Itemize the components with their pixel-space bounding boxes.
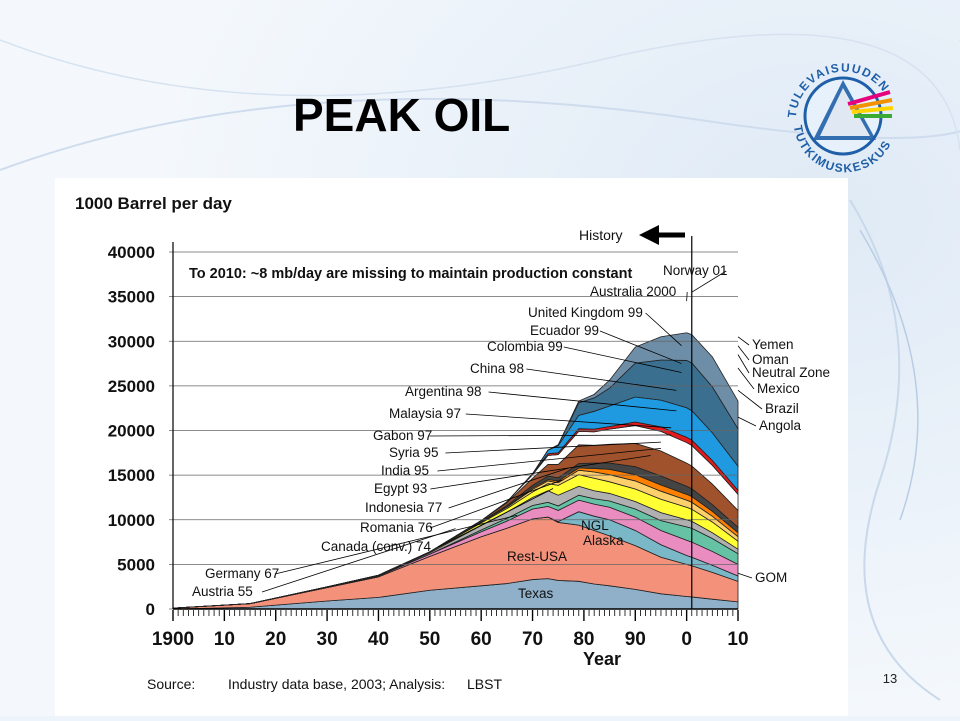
right-series-label: Oman [752,352,789,367]
callout-leader-line [430,455,651,490]
y-tick-label: 0 [146,600,155,619]
main-annotation: To 2010: ~8 mb/day are missing to mainta… [189,266,632,282]
right-leader-line [737,336,750,346]
callout-label: India 95 [381,463,429,478]
callout-leader-line [686,291,688,302]
x-tick-label: 1900 [152,629,194,650]
callout-leader-line [563,346,682,373]
callout-leader-line [261,528,456,593]
y-tick-label: 20000 [108,422,155,441]
callout-label: China 98 [470,361,524,376]
history-label: History [579,227,623,243]
y-tick-label: 30000 [108,332,155,351]
callout-leader-line [429,479,564,529]
callout-label: Australia 2000 [590,284,676,299]
right-leader-line [737,354,750,374]
institute-logo: TULEVAISUUDEN TUTKIMUSKESKUS [785,60,894,175]
area-series-15 [172,332,739,609]
callout-leader-line [465,413,672,429]
chart-axes: 0 5000 10000 15000 20000 25000 30000 35000 40000… [108,236,749,650]
source-org: LBST [467,676,502,692]
callout-leader-line [437,447,661,472]
history-arrow-icon [639,225,685,245]
source-label: Source: [147,676,195,692]
x-axis-title: Year [583,649,621,669]
right-series-label: Angola [759,418,802,433]
callout-label: United Kingdom 99 [528,305,643,320]
x-tick-label: 50 [419,629,440,650]
x-tick-label: 30 [317,629,338,650]
callout-label: Romania 76 [360,520,433,535]
callout-leader-line [488,391,677,412]
right-series-label: Yemen [752,337,794,352]
right-leader-line [737,367,755,390]
x-tick-label: 60 [471,629,492,650]
chart-labels: Germany 67 Austria 55 Canada (conv.) 74 Rom… [192,263,830,601]
inner-series-label: NGL [581,518,609,533]
right-series-label: Mexico [757,381,800,396]
callout-leader-line [429,434,672,437]
callout-leader-line [691,270,727,293]
right-leader-line [737,345,750,361]
peak-oil-chart: 0 5000 10000 15000 20000 25000 30000 35000 40000… [75,194,830,692]
right-series-label: GOM [755,570,787,585]
right-leader-line [737,572,753,579]
right-series-label: Brazil [765,401,799,416]
x-tick-label: 70 [522,629,543,650]
callout-leader-line [445,441,661,454]
callout-label: Egypt 93 [374,481,427,496]
callout-label: Germany 67 [205,566,279,581]
callout-label: Austria 55 [192,584,253,599]
right-leader-line [737,416,757,427]
callout-label: Colombia 99 [487,339,563,354]
callout-label: Gabon 97 [373,428,432,443]
page-number: 13 [882,671,898,686]
right-leader-line [737,390,763,410]
callout-leader-line [599,330,682,364]
y-tick-label: 10000 [108,511,155,530]
x-tick-label: 20 [265,629,286,650]
chart-panel: 0 5000 10000 15000 20000 25000 30000 35000 40000… [55,178,848,716]
callout-leader-line [526,368,677,391]
x-tick-label: 10 [214,629,235,650]
inner-series-label: Texas [518,586,554,601]
callout-label: Syria 95 [389,445,439,460]
callout-label: Argentina 98 [405,384,482,399]
x-tick-label: 0 [681,629,692,650]
callout-leader-line [448,467,569,509]
callout-label: Norway 01 [663,263,728,278]
callout-label: Canada (conv.) 74 [321,539,432,554]
y-tick-label: 25000 [108,377,155,396]
x-tick-label: 10 [727,629,748,650]
inner-series-label: Rest-USA [507,549,567,564]
x-tick-label: 40 [368,629,389,650]
callout-label: Malaysia 97 [389,406,461,421]
callout-leader-line [274,514,518,575]
callout-label: Ecuador 99 [530,323,599,338]
right-series-label: Neutral Zone [752,365,830,380]
inner-series-label: Alaska [583,533,624,548]
y-tick-label: 5000 [117,555,155,574]
y-axis-unit-label: 1000 Barrel per day [75,194,232,213]
y-tick-label: 35000 [108,288,155,307]
callout-label: Indonesia 77 [365,500,442,515]
y-tick-label: 40000 [108,243,155,262]
source-text: Industry data base, 2003; Analysis: [228,676,445,692]
x-tick-label: 80 [573,629,594,650]
x-tick-label: 90 [625,629,646,650]
callout-leader-line [438,488,554,548]
y-tick-label: 15000 [108,466,155,485]
callout-leader-line [645,312,682,347]
slide-title: PEAK OIL [293,89,511,141]
